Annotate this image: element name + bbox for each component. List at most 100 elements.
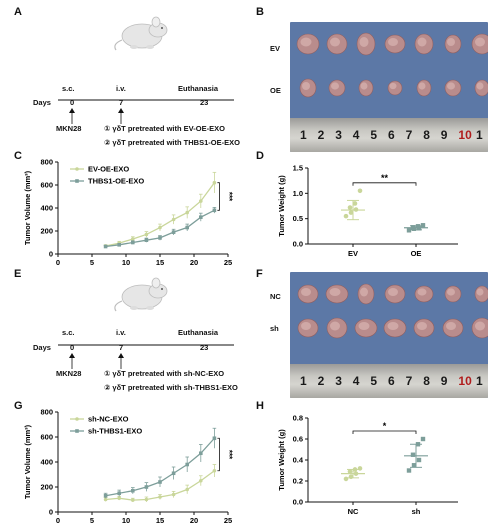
data-point bbox=[131, 498, 135, 502]
x-tick-label: EV bbox=[348, 249, 358, 258]
ruler-number: 10 bbox=[458, 128, 472, 142]
cell-line-label: MKN28 bbox=[56, 369, 82, 378]
y-tick-label: 1.0 bbox=[293, 189, 303, 198]
ruler-number: 4 bbox=[352, 128, 360, 142]
legend-label: EV-OE-EXO bbox=[88, 165, 129, 174]
data-point bbox=[199, 451, 203, 456]
ruler-number: 8 bbox=[423, 374, 430, 388]
data-point bbox=[144, 497, 149, 502]
euthanasia-label: Euthanasia bbox=[178, 328, 219, 337]
ruler-number: 1 bbox=[476, 128, 483, 142]
ruler-number: 5 bbox=[370, 128, 378, 142]
panel-letter-e: E bbox=[14, 268, 22, 280]
panel-letter-a: A bbox=[14, 6, 22, 18]
ruler-number: 9 bbox=[440, 374, 448, 388]
mouse-icon bbox=[114, 277, 168, 312]
y-tick-label: 0 bbox=[49, 250, 53, 259]
tumor-highlight bbox=[417, 37, 427, 47]
ruler-number: 7 bbox=[405, 374, 413, 388]
data-point bbox=[158, 236, 162, 240]
tumor-volume-chart-c: 0 5 10 15 20 25 0 200 400 600 800 Tumor Volume (mm³… bbox=[23, 158, 233, 268]
timeline-axis bbox=[58, 344, 234, 346]
ruler-number: 2 bbox=[317, 374, 325, 388]
timeline-axis bbox=[58, 99, 234, 101]
day-23: 23 bbox=[200, 98, 209, 107]
y-tick-label: 0.0 bbox=[293, 240, 303, 249]
y-tick-label: 0.6 bbox=[293, 435, 303, 444]
data-point bbox=[347, 469, 353, 474]
data-point bbox=[103, 497, 108, 502]
significance-bracket bbox=[217, 182, 220, 211]
data-point bbox=[212, 436, 217, 441]
data-point bbox=[199, 478, 203, 483]
y-tick-label: 0 bbox=[49, 508, 53, 517]
tumor-weight-chart-h: 0.0 0.2 0.4 0.6 0.8 Tumor Weight (g) NC sh * bbox=[277, 414, 458, 516]
data-point bbox=[103, 493, 108, 498]
series-line bbox=[105, 437, 215, 497]
x-tick-label: 15 bbox=[156, 516, 164, 525]
panel-letter-d: D bbox=[256, 150, 264, 162]
y-tick-label: 0.2 bbox=[293, 477, 303, 486]
tumor-highlight bbox=[359, 37, 369, 47]
tumor-highlight bbox=[301, 287, 311, 297]
data-point bbox=[416, 457, 422, 463]
ruler-number: 5 bbox=[370, 374, 378, 388]
tumor-highlight bbox=[358, 321, 370, 331]
significance-bracket bbox=[352, 182, 417, 186]
day-23: 23 bbox=[200, 343, 209, 352]
tumor-highlight bbox=[331, 82, 339, 90]
y-tick-label: 0.4 bbox=[293, 456, 304, 465]
y-tick-label: 800 bbox=[40, 408, 53, 417]
ruler-number: 1 bbox=[300, 374, 307, 388]
legend-marker bbox=[75, 167, 79, 171]
tumor-highlight bbox=[330, 321, 340, 331]
y-axis-label: Tumor Weight (g) bbox=[277, 175, 286, 237]
y-tick-label: 800 bbox=[40, 158, 53, 167]
ruler-number: 8 bbox=[423, 128, 430, 142]
data-point bbox=[171, 492, 176, 497]
data-point bbox=[199, 215, 203, 219]
ruler-number: 1 bbox=[476, 374, 483, 388]
ruler-number: 4 bbox=[352, 374, 360, 388]
tumor-photo-f: 1 2 3 4 5 6 7 8 9 10 1 bbox=[290, 272, 488, 398]
tumor-highlight bbox=[302, 81, 310, 91]
tumor-highlight bbox=[360, 82, 368, 90]
y-tick-label: 400 bbox=[40, 204, 53, 213]
y-tick-label: 0.0 bbox=[293, 498, 303, 507]
timeline-a: s.c. i.v. Euthanasia Days 0 7 23 MKN28 ①… bbox=[0, 0, 250, 150]
ruler-number: 10 bbox=[458, 374, 472, 388]
y-axis-label: Tumor Volume (mm³) bbox=[23, 424, 32, 499]
legend-marker bbox=[75, 429, 79, 433]
euthanasia-label: Euthanasia bbox=[178, 84, 219, 93]
iv-label: i.v. bbox=[116, 84, 126, 93]
x-tick-label: 5 bbox=[90, 258, 94, 267]
data-point bbox=[117, 243, 121, 247]
y-axis-label: Tumor Weight (g) bbox=[277, 429, 286, 491]
data-point bbox=[131, 237, 135, 241]
iv-label: i.v. bbox=[116, 328, 126, 337]
data-point bbox=[185, 487, 189, 492]
tumor-highlight bbox=[389, 82, 397, 90]
data-point bbox=[410, 452, 416, 457]
timeline-arrows bbox=[69, 353, 124, 369]
data-point bbox=[185, 210, 189, 215]
ruler-number: 9 bbox=[440, 128, 448, 142]
legend-label: sh-THBS1-EXO bbox=[88, 427, 142, 436]
tumor-volume-chart-g: 0 5 10 15 20 25 0 200 400 600 800 Tumor Volume (mm³… bbox=[23, 408, 233, 526]
ruler: 1 2 3 4 5 6 7 8 9 10 1 bbox=[290, 364, 488, 398]
y-tick-label: 0.8 bbox=[293, 414, 303, 423]
data-point bbox=[357, 466, 363, 471]
data-point bbox=[347, 205, 353, 210]
legend-label: sh-NC-EXO bbox=[88, 415, 129, 424]
data-point bbox=[144, 232, 149, 237]
data-point bbox=[406, 468, 412, 473]
tumor-highlight bbox=[418, 82, 426, 90]
tumor-highlight bbox=[417, 321, 427, 331]
y-tick-label: 0.5 bbox=[293, 214, 303, 223]
mouse-icon bbox=[114, 16, 168, 51]
x-tick-label: NC bbox=[348, 507, 359, 516]
x-tick-label: 25 bbox=[224, 516, 232, 525]
tumor-highlight bbox=[360, 287, 368, 297]
ruler-number: 3 bbox=[335, 128, 342, 142]
tumor-highlight bbox=[301, 321, 311, 331]
